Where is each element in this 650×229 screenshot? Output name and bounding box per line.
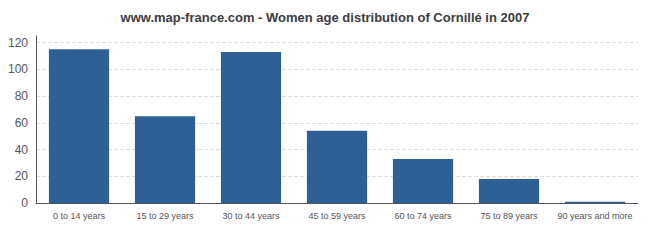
svg-text:15 to 29 years: 15 to 29 years <box>136 211 194 221</box>
svg-text:60 to 74 years: 60 to 74 years <box>394 211 452 221</box>
svg-text:30 to 44 years: 30 to 44 years <box>222 211 280 221</box>
svg-text:120: 120 <box>8 36 28 50</box>
svg-text:www.map-france.com - Women age: www.map-france.com - Women age distribut… <box>120 10 530 25</box>
svg-text:80: 80 <box>15 89 29 103</box>
svg-text:90 years and more: 90 years and more <box>557 211 632 221</box>
svg-text:20: 20 <box>15 169 29 183</box>
svg-text:0 to 14 years: 0 to 14 years <box>53 211 106 221</box>
svg-text:60: 60 <box>15 116 29 130</box>
svg-text:40: 40 <box>15 143 29 157</box>
svg-text:45 to 59 years: 45 to 59 years <box>308 211 366 221</box>
svg-text:100: 100 <box>8 62 28 76</box>
svg-text:0: 0 <box>21 196 28 210</box>
svg-text:75 to 89 years: 75 to 89 years <box>480 211 538 221</box>
